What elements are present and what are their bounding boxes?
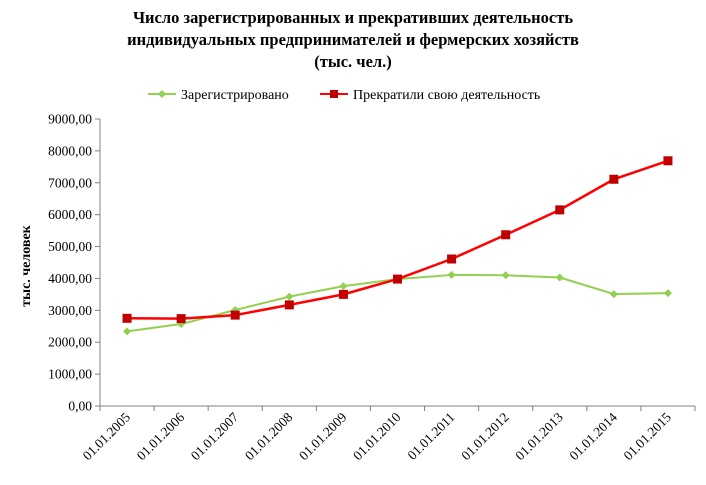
x-tick-label: 01.01.2009 <box>296 409 350 463</box>
data-point-registered <box>447 270 456 279</box>
y-tick-label: 4000,00 <box>48 271 92 286</box>
data-point-registered <box>123 327 132 336</box>
data-point-ceased <box>338 289 348 299</box>
legend-marker-ceased <box>330 90 338 98</box>
data-point-registered <box>609 290 618 299</box>
chart-title-line-1: Число зарегистрированных и прекративших … <box>133 8 573 27</box>
y-axis-label: тыс. человек <box>19 224 34 306</box>
x-tick-label: 01.01.2015 <box>621 409 675 463</box>
legend-marker-registered <box>158 90 166 98</box>
x-tick-label: 01.01.2014 <box>566 409 620 463</box>
series-line-ceased <box>127 159 669 320</box>
legend-label-registered: Зарегистрировано <box>181 88 289 103</box>
series-layer <box>122 156 673 336</box>
data-point-registered <box>555 273 564 282</box>
x-tick-label: 01.01.2011 <box>405 410 458 463</box>
legend: Зарегистрировано Прекратили свою деятель… <box>148 88 540 103</box>
y-tick-label: 2000,00 <box>48 335 92 350</box>
legend-label-ceased: Прекратили свою деятельность <box>353 88 540 103</box>
data-point-ceased <box>663 156 673 166</box>
y-tick-label: 8000,00 <box>48 143 92 158</box>
data-point-registered <box>285 292 294 301</box>
y-tick-label: 7000,00 <box>48 175 92 190</box>
x-tick-label: 01.01.2008 <box>242 409 296 463</box>
data-point-registered <box>501 271 510 280</box>
chart-title: Число зарегистрированных и прекративших … <box>127 8 579 71</box>
x-tick-label: 01.01.2013 <box>512 409 566 463</box>
data-point-ceased <box>447 254 457 264</box>
data-point-ceased <box>393 274 402 284</box>
x-tick-label: 01.01.2005 <box>80 409 134 463</box>
data-point-ceased <box>230 310 240 320</box>
chart-title-line-2: индивидуальных предпринимателей и фермер… <box>127 30 579 49</box>
y-tick-label: 9000,00 <box>48 112 92 127</box>
data-point-ceased <box>284 300 294 310</box>
data-point-ceased <box>176 314 186 324</box>
x-tick-label: 01.01.2007 <box>188 409 242 463</box>
data-point-registered <box>339 282 348 291</box>
x-tick-label: 01.01.2010 <box>350 409 404 463</box>
x-tick-label: 01.01.2012 <box>458 410 512 464</box>
x-axis-ticks: 01.01.2005 01.01.2006 01.01.2007 01.01.2008… <box>80 406 696 464</box>
y-tick-label: 0,00 <box>68 399 92 414</box>
y-axis-ticks: 0,00 1000,00 2000,00 3000,00 4000,00 5000,00 6… <box>48 112 100 414</box>
data-point-registered <box>663 289 672 298</box>
y-tick-label: 5000,00 <box>48 239 92 254</box>
data-point-ceased <box>609 174 619 184</box>
chart-title-line-3: (тыс. чел.) <box>314 52 392 71</box>
y-tick-label: 1000,00 <box>48 367 92 382</box>
y-tick-label: 6000,00 <box>48 207 92 222</box>
data-point-ceased <box>555 205 565 215</box>
data-point-ceased <box>122 313 132 323</box>
y-tick-label: 3000,00 <box>48 303 92 318</box>
data-point-ceased <box>501 230 511 240</box>
x-tick-label: 01.01.2006 <box>134 409 188 463</box>
